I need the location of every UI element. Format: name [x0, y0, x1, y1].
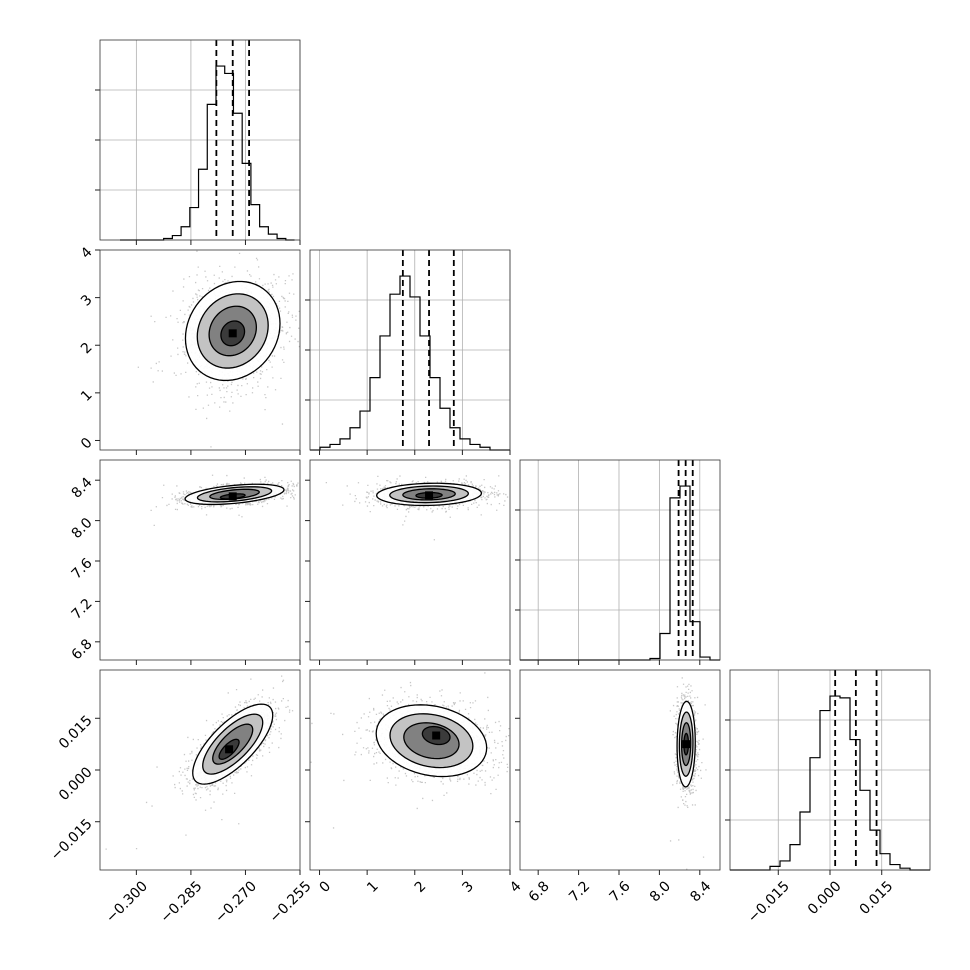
- density-peak: [432, 731, 441, 740]
- y-tick-label: 1: [78, 387, 96, 405]
- pair-panel-1-3: [309, 669, 511, 871]
- pair-panel-0-3: [99, 669, 301, 871]
- contour-level: [403, 722, 460, 760]
- contour-level: [415, 491, 443, 499]
- histogram-3: [730, 695, 930, 871]
- y-tick-label: 3: [78, 292, 96, 310]
- panel-content: [325, 475, 509, 541]
- contour-level: [389, 713, 474, 769]
- density-peak: [228, 329, 237, 338]
- x-tick-label: −0.270: [212, 878, 260, 926]
- pair-panel-2-3: [519, 669, 721, 871]
- histogram-2: [520, 485, 720, 661]
- contour-level: [375, 704, 488, 778]
- x-tick-label: 3: [459, 878, 477, 896]
- panel-frame: [309, 459, 511, 661]
- x-tick-label: 8.4: [687, 878, 714, 905]
- y-tick-label: 6.8: [69, 636, 96, 663]
- panel-content: [137, 250, 300, 448]
- hist-panel-0: [95, 39, 301, 241]
- x-tick-label: −0.285: [158, 878, 206, 926]
- contour-level: [196, 486, 273, 503]
- panel-frame: [99, 39, 301, 241]
- panel-frame: [99, 249, 301, 451]
- contour-level: [376, 482, 483, 507]
- x-tick-label: −0.300: [103, 878, 151, 926]
- density-peak: [682, 740, 691, 749]
- x-tick-label: 7.6: [607, 878, 634, 905]
- x-tick-label: 7.2: [566, 878, 593, 905]
- x-tick-label: −0.255: [267, 878, 315, 926]
- contour-level: [192, 703, 274, 785]
- panel-content: [310, 672, 510, 829]
- x-tick-label: 0.015: [857, 878, 897, 918]
- x-tick-label: 0.000: [805, 878, 845, 918]
- contour-level: [220, 320, 246, 347]
- y-tick-label: 0.000: [56, 764, 96, 804]
- histogram-1: [310, 275, 510, 451]
- y-tick-label: −0.015: [48, 816, 96, 864]
- contour-level: [219, 493, 246, 500]
- contour-level: [209, 488, 260, 501]
- contour-level: [218, 738, 240, 760]
- x-tick-label: 8.0: [647, 878, 674, 905]
- pair-panel-0-1: [99, 249, 301, 451]
- hist-panel-1: [305, 249, 511, 451]
- contour-level: [202, 713, 264, 775]
- panel-frame: [309, 249, 511, 451]
- contour-level: [421, 725, 451, 746]
- x-tick-label: 2: [412, 878, 430, 896]
- pair-panel-0-2: [99, 459, 301, 661]
- y-tick-label: 0: [78, 435, 96, 453]
- y-tick-label: 0.015: [56, 713, 96, 753]
- contour-level: [196, 293, 269, 369]
- y-tick-label: 7.2: [69, 596, 96, 623]
- panel-content: [150, 474, 299, 526]
- contour-level: [184, 280, 281, 382]
- density-peak: [425, 491, 434, 500]
- x-tick-label: 1: [364, 878, 382, 896]
- panel-frame: [519, 459, 721, 661]
- density-peak: [225, 745, 234, 754]
- y-tick-label: 8.0: [69, 515, 96, 542]
- y-tick-label: 8.4: [69, 474, 96, 501]
- contour-level: [184, 483, 285, 506]
- x-tick-label: 4: [507, 878, 525, 896]
- panel-content: [105, 675, 294, 850]
- y-tick-label: 7.6: [69, 555, 96, 582]
- contour-level: [678, 711, 694, 777]
- contour-level: [212, 723, 254, 765]
- density-peak: [228, 492, 237, 501]
- histogram-0: [120, 65, 295, 241]
- y-tick-label: 2: [78, 340, 96, 358]
- y-tick-label: 4: [78, 244, 96, 262]
- x-tick-label: −0.015: [745, 878, 793, 926]
- pair-panel-1-2: [309, 459, 511, 661]
- x-tick-label: 0: [317, 878, 335, 896]
- panel-content: [669, 677, 707, 870]
- x-tick-label: 6.8: [526, 878, 553, 905]
- panel-frame: [99, 459, 301, 661]
- contour-level: [676, 700, 696, 788]
- contour-level: [680, 722, 692, 767]
- contour-level: [402, 488, 456, 501]
- contour-level: [389, 485, 469, 504]
- hist-panel-3: [725, 669, 931, 871]
- contour-level: [208, 305, 258, 357]
- hist-panel-2: [515, 459, 721, 661]
